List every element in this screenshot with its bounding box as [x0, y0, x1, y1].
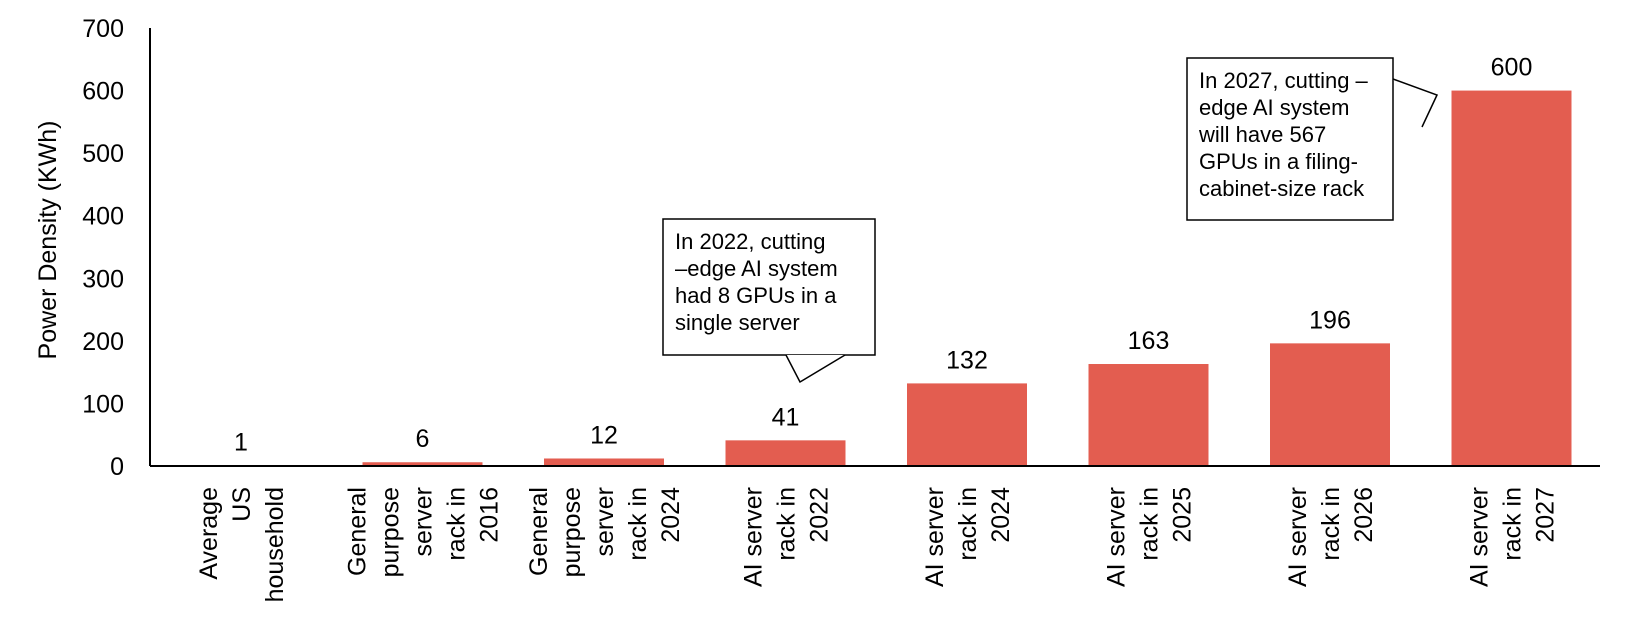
callout-pointer — [1392, 78, 1439, 128]
category-label-line: rack in — [1499, 487, 1527, 561]
category-label: AI server rack in 2022 — [740, 487, 834, 587]
category-label: General purpose server rack in 2016 — [344, 487, 504, 577]
category-label-line: 2025 — [1169, 487, 1197, 543]
category-label-line: 2024 — [987, 487, 1015, 543]
category-label-line: 2022 — [806, 487, 834, 543]
category-label-line: 2026 — [1350, 487, 1378, 543]
callout-frame — [662, 218, 876, 356]
callout-text-line: In 2027, cutting – — [1199, 68, 1369, 93]
category-label-line: household — [261, 487, 289, 602]
category-label-line: rack in — [624, 487, 652, 561]
callout-pointer — [785, 354, 846, 384]
category-label-line: server — [591, 487, 619, 556]
data-label: 163 — [1128, 327, 1170, 355]
y-tick-label: 100 — [82, 390, 124, 418]
category-label-line: rack in — [1317, 487, 1345, 561]
category-label-line: purpose — [377, 487, 405, 577]
data-label: 132 — [946, 346, 988, 374]
data-labels: 1 6 12 41 132 163 196 600 — [234, 54, 1532, 457]
category-label-line: AI server — [1466, 487, 1494, 587]
callout-frame — [1186, 57, 1394, 221]
category-label: AI server rack in 2024 — [921, 487, 1015, 587]
bars — [150, 90, 1600, 467]
data-label: 1 — [234, 428, 248, 456]
category-label-line: Average — [195, 487, 223, 580]
category-label-line: rack in — [954, 487, 982, 561]
y-axis: 0 100 200 300 400 500 600 700 — [82, 15, 151, 481]
category-label-line: General — [525, 487, 553, 576]
callout-text-line: GPUs in a filing- — [1199, 149, 1358, 174]
category-label-line: US — [228, 487, 256, 522]
data-label: 12 — [590, 421, 618, 449]
category-label: General purpose server rack in 2024 — [525, 487, 685, 577]
y-tick-label: 0 — [110, 453, 124, 481]
category-label-line: General — [344, 487, 372, 576]
callout-text-line: cabinet-size rack — [1199, 176, 1365, 201]
category-label-line: rack in — [443, 487, 471, 561]
y-tick-label: 600 — [82, 78, 124, 106]
category-label: AI server rack in 2025 — [1103, 487, 1197, 587]
category-label: Average US household — [195, 487, 289, 602]
data-label: 196 — [1309, 306, 1351, 334]
callout-text-line: single server — [675, 310, 800, 335]
callout-text-line: In 2022, cutting — [675, 229, 825, 254]
y-tick-label: 700 — [82, 15, 124, 43]
category-label-line: AI server — [921, 487, 949, 587]
category-label: AI server rack in 2027 — [1466, 487, 1560, 587]
data-label: 6 — [416, 425, 430, 453]
category-label-line: purpose — [558, 487, 586, 577]
y-axis-label: Power Density (KWh) — [34, 121, 62, 360]
category-label-line: 2027 — [1532, 487, 1560, 543]
category-label-line: AI server — [1103, 487, 1131, 587]
callout-text-line: had 8 GPUs in a — [675, 283, 837, 308]
category-label-line: AI server — [740, 487, 768, 587]
y-tick-label: 400 — [82, 203, 124, 231]
bar — [725, 440, 846, 466]
category-label-line: rack in — [1136, 487, 1164, 561]
data-label: 41 — [772, 403, 800, 431]
bar — [907, 383, 1027, 466]
callout-text-line: edge AI system — [1199, 95, 1349, 120]
bar — [1270, 343, 1390, 466]
callout-text-line: will have 567 — [1198, 122, 1326, 147]
bar — [544, 458, 664, 466]
bar — [1088, 364, 1209, 466]
callout-text-line: –edge AI system — [675, 256, 838, 281]
category-label-line: server — [410, 487, 438, 556]
y-tick-label: 300 — [82, 265, 124, 293]
bar — [1451, 90, 1572, 467]
category-label-line: AI server — [1284, 487, 1312, 587]
category-label-line: 2016 — [476, 487, 504, 543]
category-labels: Average US household General purpose server ra… — [195, 487, 1560, 602]
category-label-line: rack in — [773, 487, 801, 561]
y-tick-label: 200 — [82, 328, 124, 356]
category-label-line: 2024 — [657, 487, 685, 543]
y-tick-label: 500 — [82, 140, 124, 168]
category-label: AI server rack in 2026 — [1284, 487, 1378, 587]
data-label: 600 — [1491, 54, 1533, 82]
bar — [362, 462, 483, 466]
